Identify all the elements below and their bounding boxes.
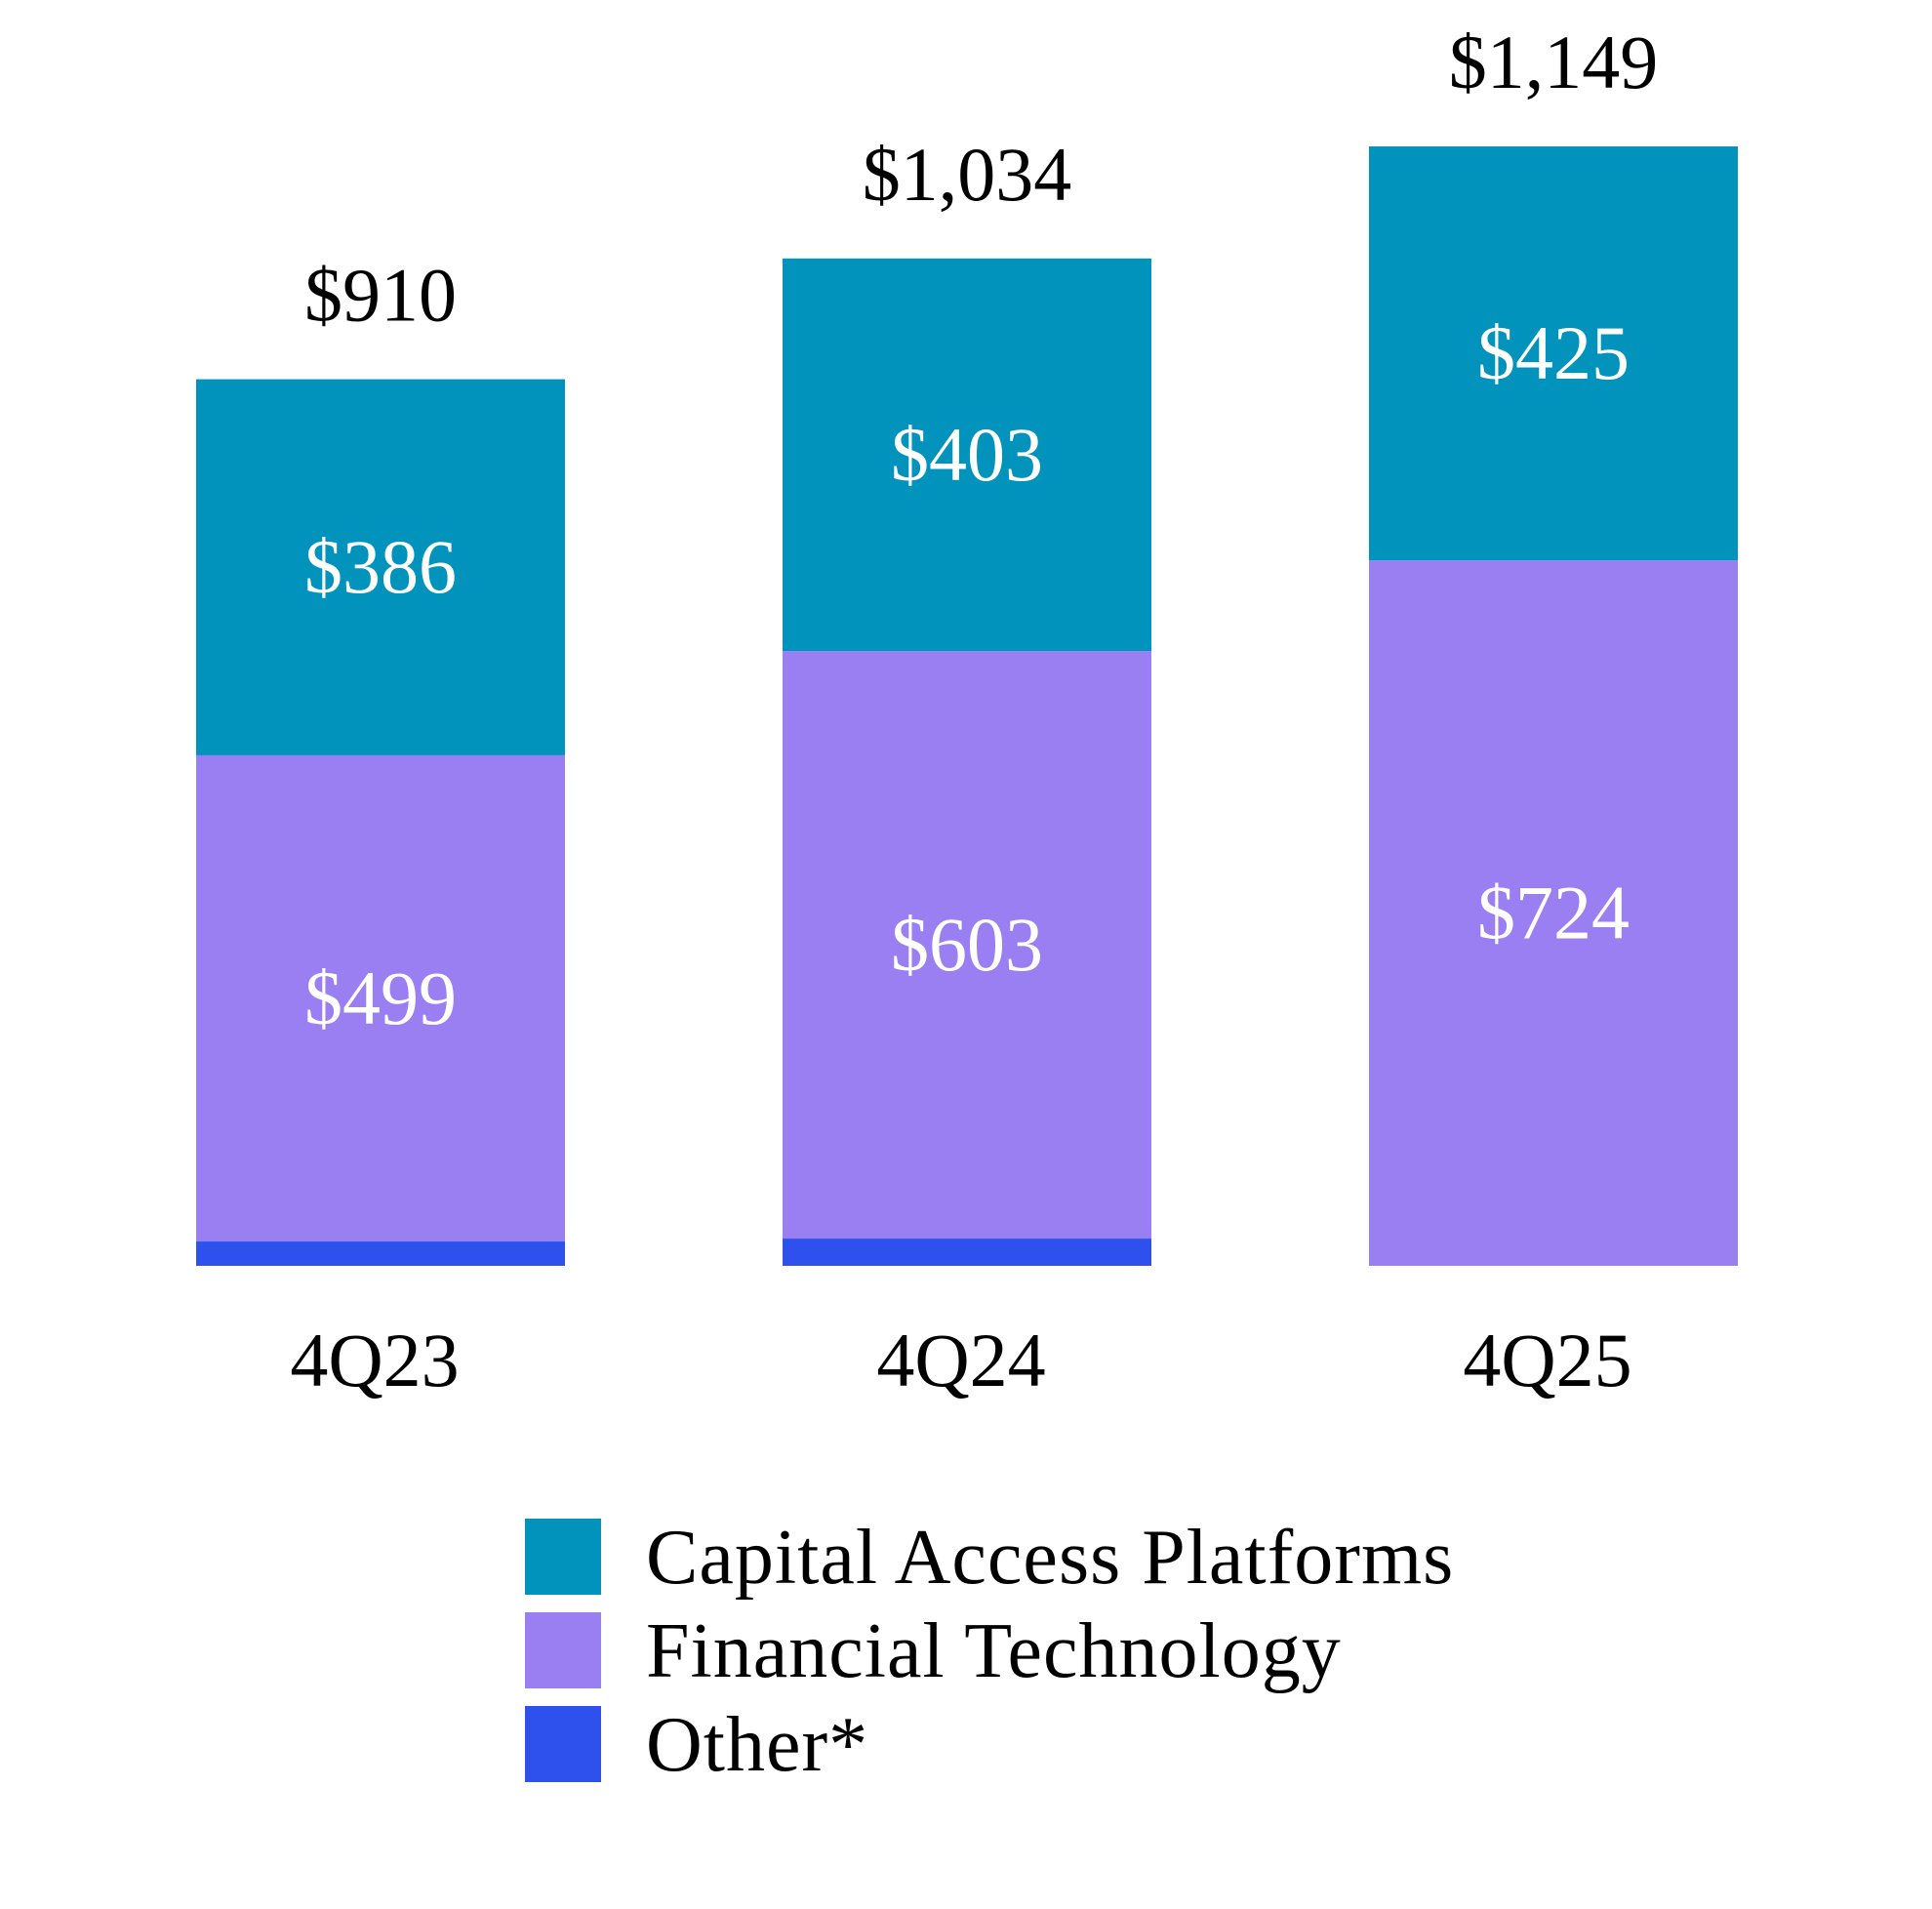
- bar-segment-financial-technology-4q24: [783, 651, 1151, 1239]
- legend-swatch-financial-technology: [525, 1612, 601, 1688]
- bar-segment-financial-technology-4q23: [196, 754, 565, 1242]
- legend-swatch-other: [525, 1706, 601, 1782]
- legend-label: Other*: [646, 1702, 868, 1788]
- segment-value-label: $386: [304, 524, 457, 609]
- category-label: 4Q24: [876, 1318, 1045, 1402]
- legend-swatch-capital-access-platforms: [525, 1519, 601, 1595]
- bar-segment-financial-technology-4q25: [1369, 560, 1738, 1266]
- segment-value-label: $499: [304, 955, 457, 1040]
- segment-value-label: $403: [891, 412, 1043, 497]
- legend-label: Capital Access Platforms: [646, 1515, 1454, 1601]
- total-labels-group: $910 $1,034 $1,149: [304, 20, 1658, 338]
- bar-segment-capital-access-platforms-4q23: [196, 379, 565, 755]
- total-value-label: $1,149: [1449, 20, 1659, 104]
- segment-value-label: $724: [1477, 871, 1630, 955]
- bar-segment-capital-access-platforms-4q25: [1369, 146, 1738, 561]
- total-value-label: $1,034: [863, 132, 1072, 217]
- segment-labels-group: $499 $386 $603 $403 $724 $425: [304, 310, 1630, 1040]
- bar-segment-other-4q24: [783, 1239, 1151, 1266]
- category-label: 4Q25: [1463, 1318, 1631, 1402]
- segment-value-label: $603: [891, 902, 1043, 987]
- segment-value-label: $425: [1477, 310, 1630, 395]
- total-value-label: $910: [304, 253, 457, 338]
- bar-segment-other-4q23: [196, 1241, 565, 1266]
- bars-group: [196, 146, 1738, 1266]
- category-label: 4Q23: [290, 1318, 459, 1402]
- category-labels-group: 4Q23 4Q24 4Q25: [290, 1318, 1631, 1402]
- bar-segment-capital-access-platforms-4q24: [783, 258, 1151, 652]
- legend-label: Financial Technology: [646, 1608, 1342, 1694]
